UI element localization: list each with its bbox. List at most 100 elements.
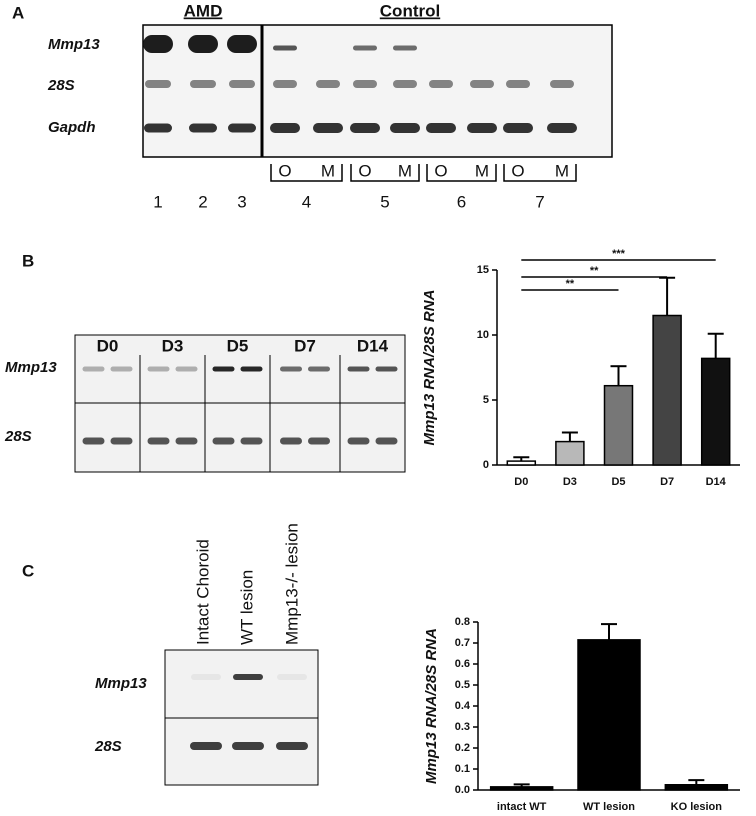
- x-tick-label: intact WT: [497, 801, 547, 811]
- band: [353, 45, 377, 51]
- bar: [652, 314, 682, 466]
- bracket: [503, 164, 577, 182]
- band: [212, 366, 235, 372]
- row-label: Gapdh: [48, 119, 96, 136]
- sublane-label: M: [555, 161, 569, 180]
- row-label: Mmp13: [48, 36, 100, 53]
- lane-label: Intact Choroid: [193, 539, 212, 645]
- bar: [555, 440, 585, 466]
- bar: [603, 384, 634, 466]
- panel-label: B: [22, 251, 34, 270]
- band: [276, 742, 308, 750]
- band: [233, 674, 263, 680]
- bracket: [350, 164, 420, 182]
- x-tick-label: D14: [706, 476, 727, 488]
- significance-label: **: [566, 278, 575, 290]
- y-tick-label: 0.8: [455, 616, 470, 628]
- band: [277, 674, 307, 680]
- band: [227, 35, 257, 53]
- bar: [700, 357, 731, 466]
- band: [353, 80, 377, 88]
- sublane-label: O: [278, 161, 291, 180]
- band: [189, 123, 217, 133]
- band: [240, 437, 263, 445]
- lane-label: D7: [294, 336, 316, 355]
- sublane-label: O: [511, 161, 524, 180]
- lane-label: D14: [357, 336, 389, 355]
- lane-label: 3: [237, 192, 246, 211]
- y-tick-label: 0.7: [455, 637, 470, 649]
- x-tick-label: D5: [611, 476, 625, 488]
- band: [110, 366, 133, 372]
- band: [390, 123, 420, 133]
- band: [229, 80, 255, 88]
- band: [147, 366, 170, 372]
- band: [191, 674, 221, 680]
- y-tick-label: 5: [483, 394, 489, 406]
- x-tick-label: D7: [660, 476, 674, 488]
- band: [350, 123, 380, 133]
- band: [190, 80, 216, 88]
- lane-label: 1: [153, 192, 162, 211]
- bracket: [426, 164, 497, 182]
- sublane-label: M: [321, 161, 335, 180]
- lane-label: D3: [162, 336, 184, 355]
- y-tick-label: 0.6: [455, 658, 470, 670]
- band: [280, 366, 302, 372]
- lane-label: 4: [302, 192, 311, 211]
- lane-label: Mmp13-/- lesion: [282, 523, 301, 645]
- band: [110, 437, 133, 445]
- x-tick-label: KO lesion: [671, 801, 723, 811]
- y-tick-label: 10: [477, 329, 489, 341]
- row-label: 28S: [4, 428, 32, 445]
- band: [273, 45, 297, 51]
- band: [270, 123, 300, 133]
- band: [467, 123, 497, 133]
- band: [393, 45, 417, 51]
- band: [190, 742, 222, 750]
- bar: [489, 786, 554, 791]
- x-tick-label: WT lesion: [583, 801, 635, 811]
- band: [550, 80, 574, 88]
- y-tick-label: 0.2: [455, 742, 470, 754]
- lane-label: 6: [457, 192, 466, 211]
- bar: [664, 784, 729, 791]
- significance-label: **: [590, 265, 599, 277]
- band: [232, 742, 264, 750]
- y-tick-label: 0: [483, 459, 489, 471]
- band: [228, 123, 256, 133]
- band: [308, 366, 330, 372]
- y-tick-label: 0.0: [455, 784, 470, 796]
- band: [145, 80, 171, 88]
- sublane-label: M: [475, 161, 489, 180]
- band: [240, 366, 263, 372]
- band: [175, 437, 198, 445]
- band: [347, 366, 370, 372]
- bracket: [270, 164, 343, 182]
- band: [280, 437, 302, 445]
- band: [313, 123, 343, 133]
- group-label: AMD: [184, 1, 223, 20]
- lane-label: D5: [227, 336, 249, 355]
- lane-label: 5: [380, 192, 389, 211]
- band: [375, 366, 398, 372]
- group-label: Control: [380, 1, 440, 20]
- y-tick-label: 15: [477, 264, 489, 276]
- bar: [506, 460, 537, 466]
- band: [503, 123, 533, 133]
- y-tick-label: 0.5: [455, 679, 470, 691]
- lane-label: WT lesion: [237, 570, 256, 645]
- sublane-label: M: [398, 161, 412, 180]
- band: [308, 437, 330, 445]
- band: [347, 437, 370, 445]
- band: [547, 123, 577, 133]
- band: [188, 35, 218, 53]
- blot-frame: [142, 24, 613, 158]
- y-tick-label: 0.4: [455, 700, 471, 712]
- panel-label: A: [12, 3, 24, 22]
- band: [375, 437, 398, 445]
- band: [393, 80, 417, 88]
- y-axis-label: Mmp13 RNA/28S RNA: [423, 628, 440, 784]
- band: [175, 366, 198, 372]
